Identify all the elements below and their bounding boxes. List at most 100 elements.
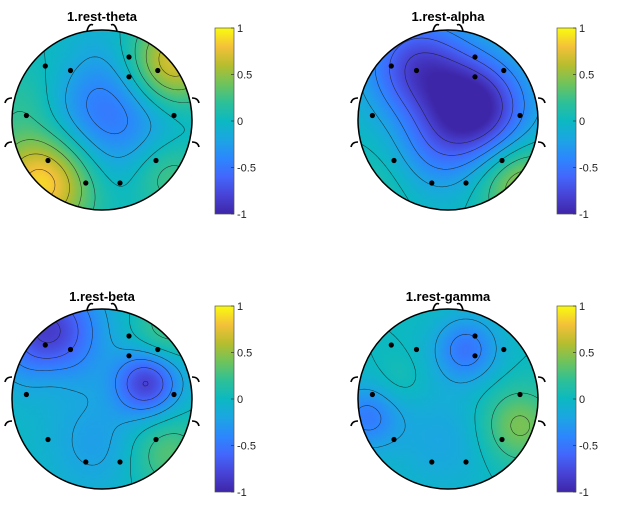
electrode-markers xyxy=(369,54,523,186)
head-features xyxy=(350,302,546,427)
head-features xyxy=(350,23,546,148)
electrode-dot xyxy=(413,346,420,353)
head-outline xyxy=(11,308,193,490)
electrode-dot xyxy=(472,74,478,80)
colorbar: 1 0.5 0 -0.5 -1 xyxy=(214,301,256,499)
topo-heatmap xyxy=(12,30,192,210)
electrode-dot xyxy=(171,391,177,398)
electrode-dot xyxy=(413,67,420,74)
electrode-dot xyxy=(369,112,375,119)
electrode-dot xyxy=(391,157,397,164)
nose-marker xyxy=(86,302,118,311)
electrode-dot xyxy=(45,436,51,443)
electrode-dot xyxy=(155,67,161,74)
panel-title: 1.rest-gamma xyxy=(406,289,491,304)
nose-marker xyxy=(432,23,464,32)
topoplot-panel-theta: 1.rest-theta 1 0.5 0 -0.5 -1 xyxy=(4,9,256,221)
colorbar: 1 0.5 0 -0.5 -1 xyxy=(214,23,256,221)
colorbar-tick-label: 0 xyxy=(579,394,585,406)
electrode-dot xyxy=(499,157,505,164)
electrode-dot xyxy=(45,157,51,164)
electrode-dot xyxy=(369,391,375,398)
electrode-dot xyxy=(126,353,132,359)
colorbar-tick-label: -0.5 xyxy=(237,163,256,175)
colorbar-tick-label: 0 xyxy=(237,394,243,406)
head-outline xyxy=(11,29,193,211)
colorbar-tick-label: 0 xyxy=(579,116,585,128)
topo-heatmap xyxy=(358,309,538,489)
panel-title: 1.rest-alpha xyxy=(412,9,486,24)
colorbar: 1 0.5 0 -0.5 -1 xyxy=(556,301,598,499)
electrode-dot xyxy=(429,180,435,186)
electrode-dot xyxy=(499,436,505,443)
electrode-dot xyxy=(171,112,177,119)
electrode-dot xyxy=(391,436,397,443)
topoplot-panel-alpha: 1.rest-alpha 1 0.5 0 -0.5 -1 xyxy=(350,9,598,221)
electrode-markers xyxy=(23,54,177,186)
electrode-dot xyxy=(501,346,507,353)
right-ear-marker xyxy=(537,97,546,148)
topoplot-panel-gamma: 1.rest-gamma 1 0.5 0 -0.5 -1 xyxy=(350,289,598,499)
colorbar-tick-label: 0.5 xyxy=(237,70,252,82)
electrode-dot xyxy=(42,63,48,69)
electrode-dot xyxy=(42,342,48,348)
left-ear-marker xyxy=(4,376,13,427)
electrode-dot xyxy=(517,112,523,119)
electrode-dot xyxy=(83,459,89,465)
electrode-dot xyxy=(388,342,394,348)
electrode-markers xyxy=(369,333,523,465)
electrode-dot xyxy=(83,180,89,186)
electrode-dot xyxy=(126,333,132,339)
colorbar: 1 0.5 0 -0.5 -1 xyxy=(556,23,598,221)
electrode-dot xyxy=(67,346,74,353)
electrode-dot xyxy=(472,353,478,359)
left-ear-marker xyxy=(350,376,359,427)
colorbar-tick-label: 1 xyxy=(237,23,243,35)
colorbar-tick-label: -1 xyxy=(579,209,589,221)
right-ear-marker xyxy=(191,97,200,148)
electrode-dot xyxy=(67,67,74,74)
electrode-dot xyxy=(117,180,123,186)
electrode-dot xyxy=(153,157,159,164)
right-ear-marker xyxy=(191,376,200,427)
head-features xyxy=(4,302,200,427)
topo-heatmap xyxy=(358,30,538,210)
electrode-dot xyxy=(517,391,523,398)
panel-title: 1.rest-beta xyxy=(69,289,136,304)
electrode-dot xyxy=(472,333,478,339)
colorbar-tick-label: -1 xyxy=(579,487,589,499)
electrode-dot xyxy=(126,54,132,60)
nose-marker xyxy=(86,23,118,32)
head-features xyxy=(4,23,200,148)
colorbar-tick-label: -1 xyxy=(237,487,247,499)
head-outline xyxy=(357,308,539,490)
contour-path xyxy=(358,30,538,210)
panel-title: 1.rest-theta xyxy=(67,9,138,24)
electrode-dot xyxy=(23,112,29,119)
colorbar-tick-label: 0.5 xyxy=(579,70,594,82)
nose-marker xyxy=(432,302,464,311)
left-ear-marker xyxy=(350,97,359,148)
colorbar-tick-label: -0.5 xyxy=(237,441,256,453)
head-outline xyxy=(357,29,539,211)
right-ear-marker xyxy=(537,376,546,427)
colorbar-tick-label: 1 xyxy=(579,23,585,35)
colorbar-tick-label: 1 xyxy=(579,301,585,313)
electrode-dot xyxy=(153,436,159,443)
colorbar-tick-label: 0 xyxy=(237,116,243,128)
electrode-dot xyxy=(155,346,161,353)
electrode-markers xyxy=(23,333,177,465)
electrode-dot xyxy=(117,459,123,465)
electrode-dot xyxy=(388,63,394,69)
topo-heatmap xyxy=(12,309,192,489)
contour-lines xyxy=(358,30,538,210)
colorbar-tick-label: -1 xyxy=(237,209,247,221)
electrode-dot xyxy=(501,67,507,74)
colorbar-tick-label: 0.5 xyxy=(237,348,252,360)
electrode-dot xyxy=(463,459,469,465)
colorbar-tick-label: -0.5 xyxy=(579,441,598,453)
left-ear-marker xyxy=(4,97,13,148)
colorbar-tick-label: -0.5 xyxy=(579,163,598,175)
electrode-dot xyxy=(429,459,435,465)
electrode-dot xyxy=(23,391,29,398)
